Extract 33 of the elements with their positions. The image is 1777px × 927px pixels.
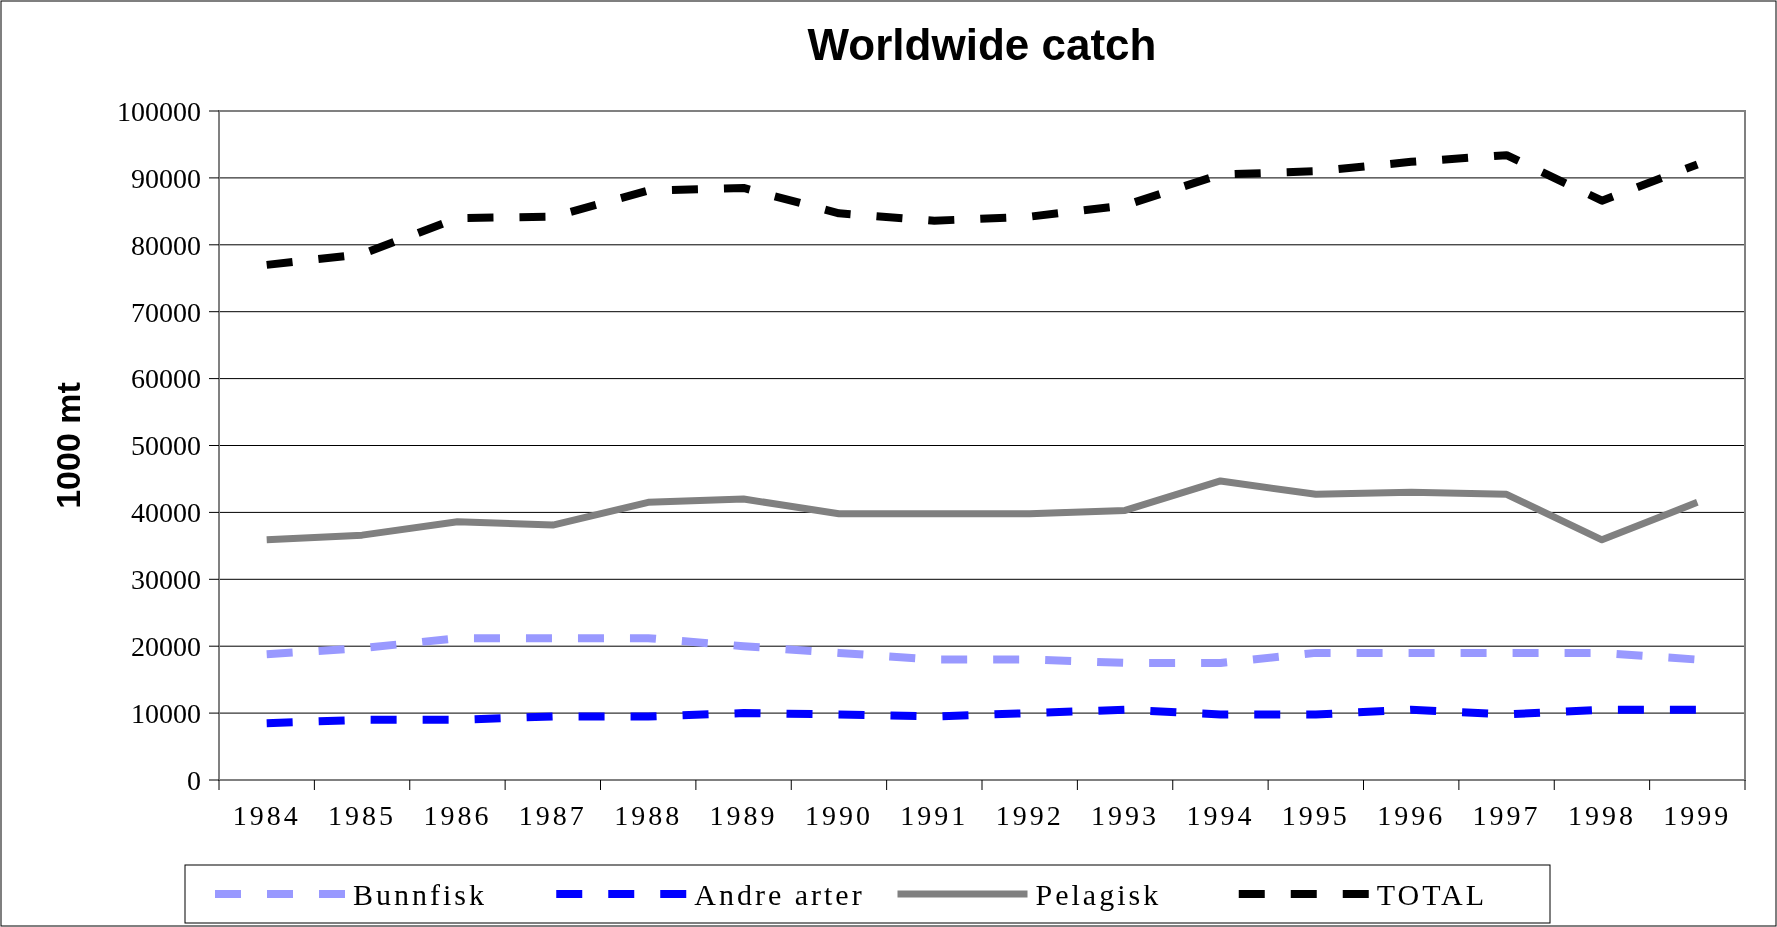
x-tick-label: 1986	[423, 800, 492, 831]
y-tick-label: 0	[187, 764, 201, 796]
x-tick-label: 1984	[232, 800, 301, 831]
x-tick-label: 1998	[1567, 800, 1636, 831]
legend-label: Bunnfisk	[353, 877, 488, 911]
y-tick-label: 20000	[131, 631, 201, 662]
y-tick-label: 40000	[131, 497, 201, 529]
x-tick-label: 1995	[1281, 800, 1350, 831]
y-tick-label: 30000	[131, 564, 201, 596]
x-tick-label: 1985	[328, 800, 397, 831]
x-tick-label: 1993	[1091, 800, 1160, 831]
y-tick-label: 10000	[131, 697, 201, 729]
x-tick-label: 1992	[995, 800, 1064, 831]
y-tick-label: 80000	[131, 229, 201, 261]
y-tick-label: 50000	[131, 430, 201, 462]
x-tick-label: 1997	[1472, 800, 1541, 831]
y-axis-title: 1000 mt	[49, 382, 87, 509]
x-tick-label: 1999	[1663, 800, 1732, 831]
y-tick-label: 70000	[131, 296, 201, 328]
y-tick-label: 60000	[131, 363, 201, 395]
y-tick-label: 90000	[131, 162, 201, 194]
legend-label: TOTAL	[1376, 877, 1488, 911]
x-tick-label: 1988	[614, 800, 683, 831]
chart-title: Worldwide catch	[807, 20, 1157, 69]
x-tick-label: 1996	[1377, 800, 1446, 831]
x-tick-label: 1989	[709, 800, 778, 831]
legend-label: Pelagisk	[1035, 877, 1162, 911]
x-tick-label: 1991	[900, 800, 969, 831]
x-tick-label: 1987	[518, 800, 587, 831]
x-tick-label: 1994	[1186, 800, 1255, 831]
legend-label: Andre arter	[694, 877, 865, 911]
x-tick-label: 1990	[804, 800, 873, 831]
y-tick-label: 100000	[117, 95, 201, 127]
